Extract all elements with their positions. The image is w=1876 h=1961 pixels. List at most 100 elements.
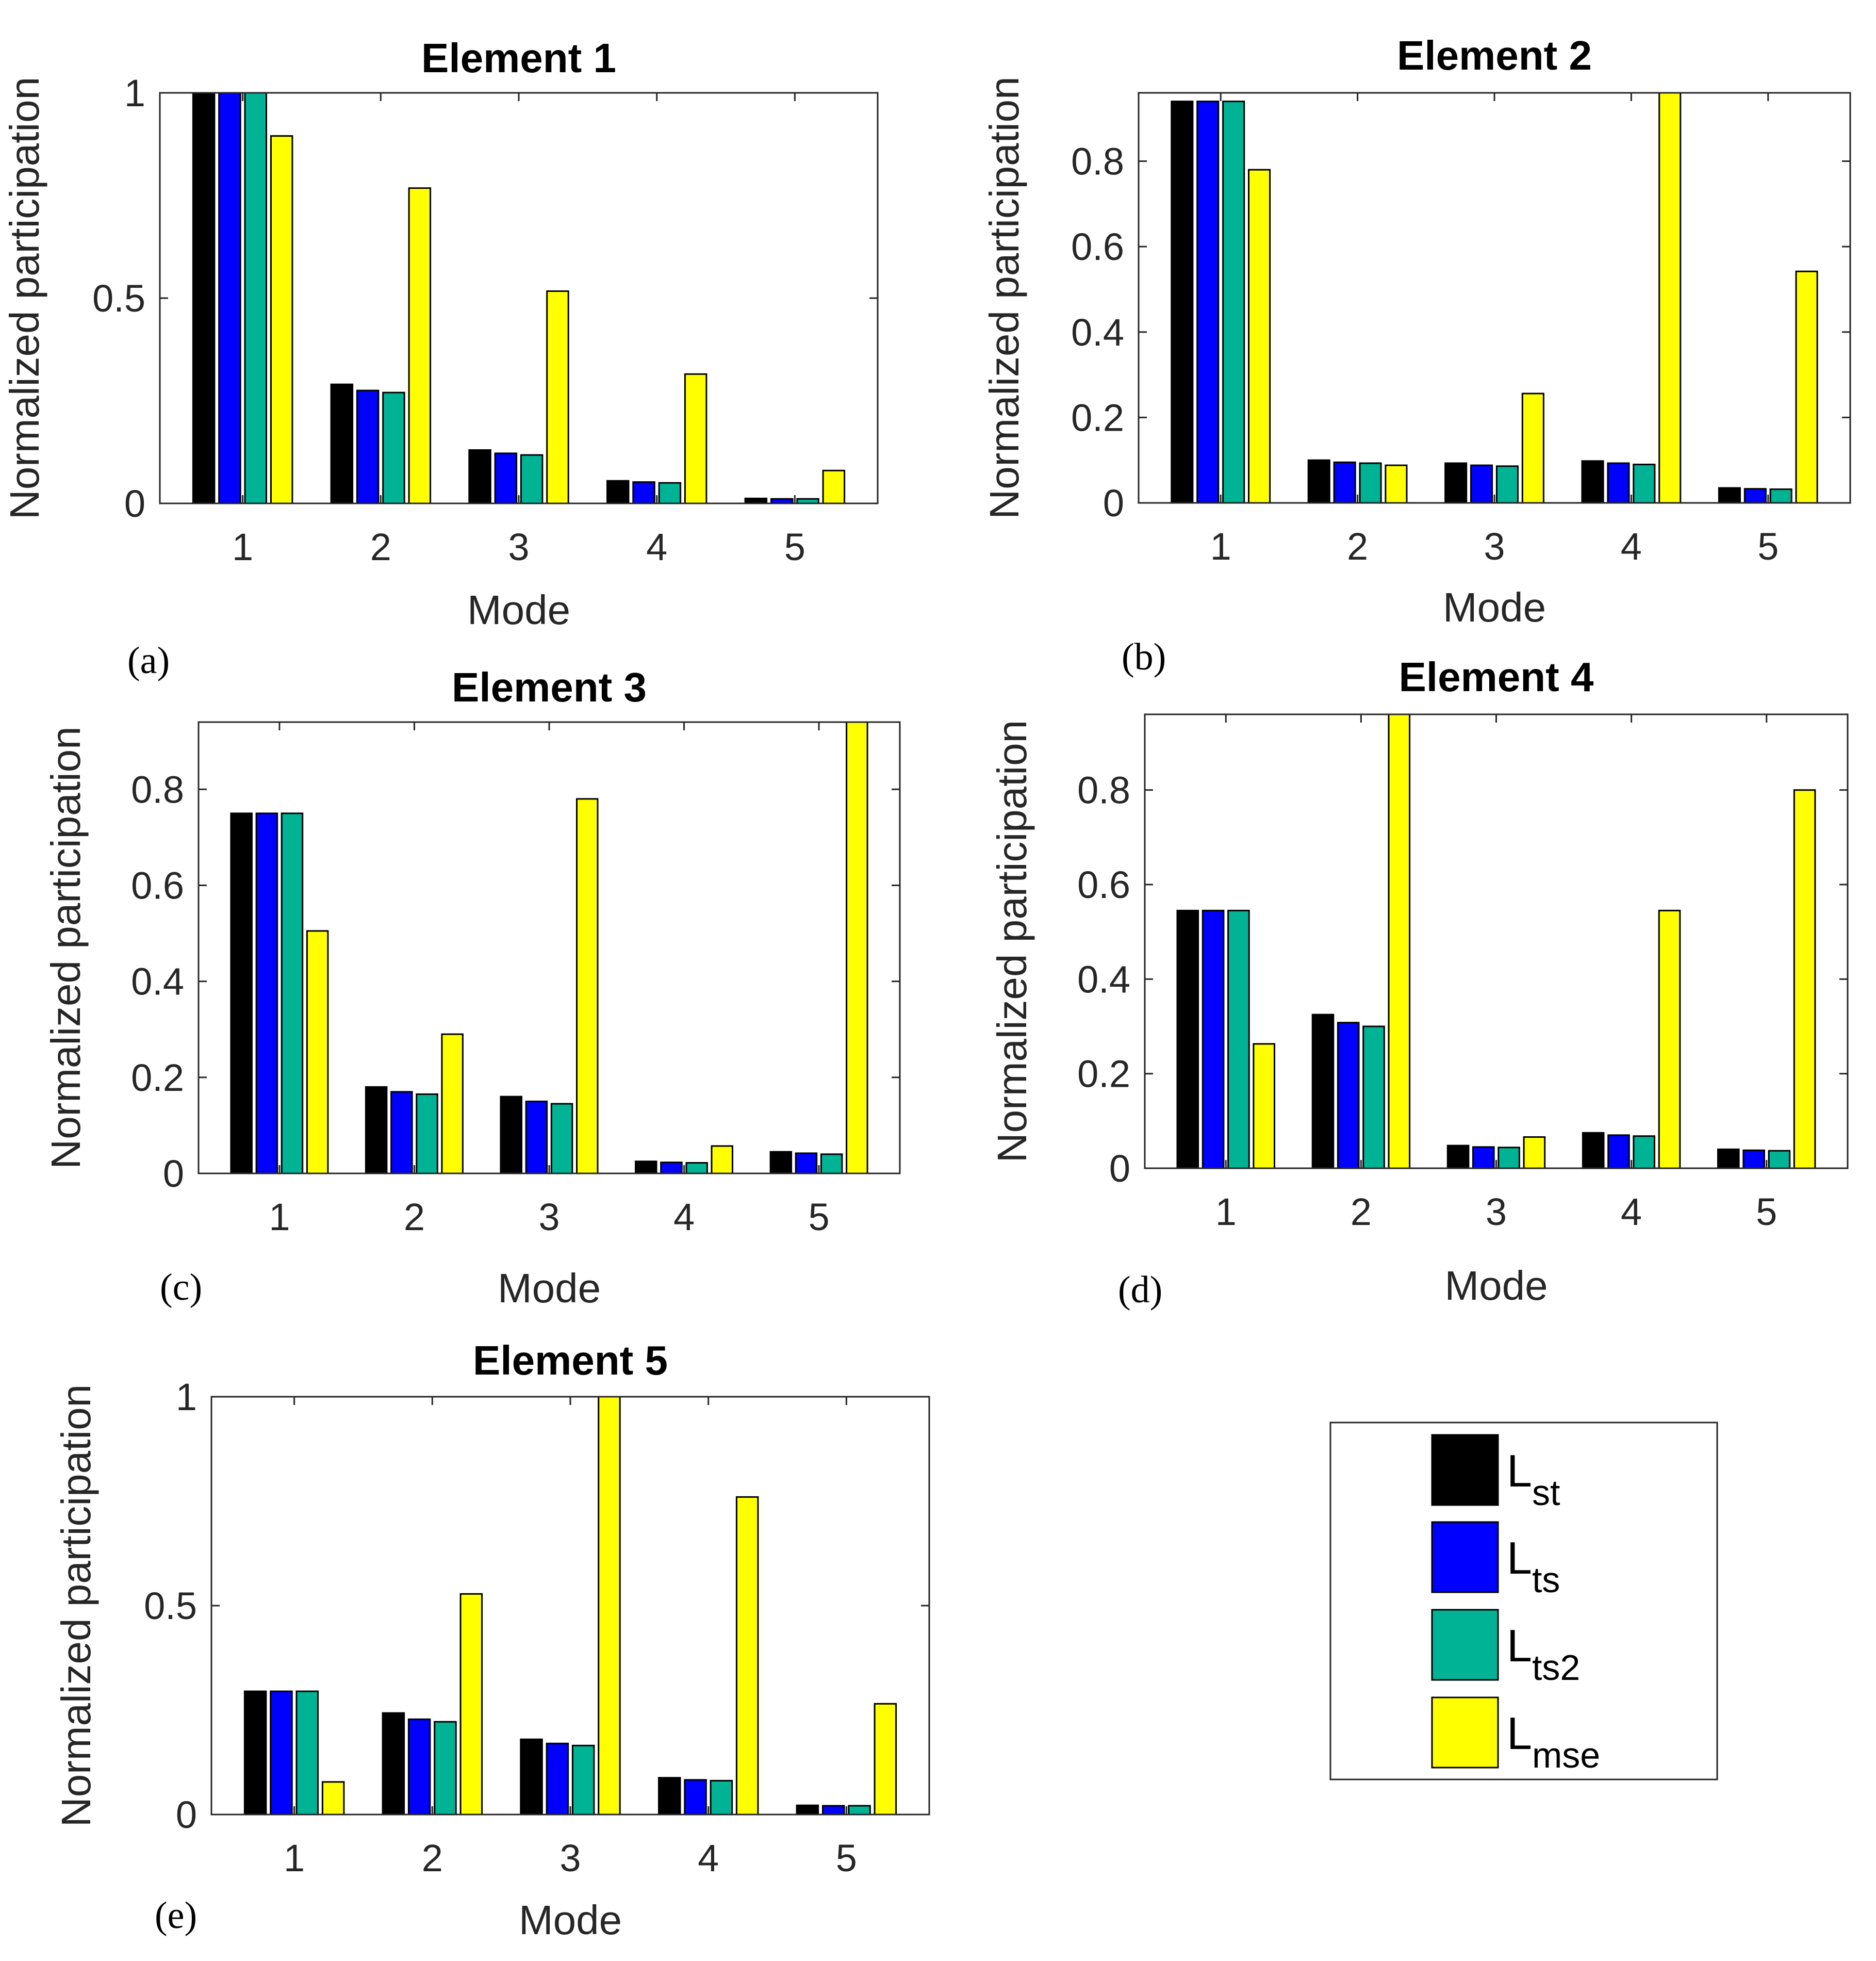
bar-L_ts2-mode-2	[1359, 462, 1382, 504]
y-tick-label: 0.4	[1071, 311, 1124, 354]
chart-title: Element 5	[473, 1337, 668, 1383]
y-tick-label: 0	[1109, 1147, 1130, 1190]
bar-L_mse-mode-2	[441, 1033, 464, 1174]
x-tick-label: 3	[1484, 525, 1505, 568]
bar-L_ts2-mode-1	[295, 1690, 319, 1816]
chart-panel-1: 0 0.5 1 1 2 3 4 5 Element 1 Mode Normalized partic…	[2, 35, 879, 682]
bar-L_ts-mode-2	[1337, 1022, 1360, 1169]
bar-L_ts-mode-4	[660, 1162, 683, 1174]
y-tick-label: 0	[176, 1793, 197, 1836]
bar-L_st-mode-3	[500, 1096, 522, 1174]
panel-label: (b)	[1122, 636, 1166, 678]
bar-L_st-mode-4	[635, 1161, 657, 1174]
x-tick-label: 4	[1621, 1190, 1642, 1233]
plot-area	[1139, 93, 1850, 503]
bar-L_st-mode-3	[520, 1738, 543, 1816]
bar-L_mse-mode-4	[711, 1145, 733, 1174]
x-axis-label: Mode	[498, 1265, 601, 1311]
legend-label-main: L	[1507, 1620, 1532, 1671]
legend-swatch-L_ts2	[1431, 1609, 1499, 1681]
bar-L_ts-mode-4	[1607, 1134, 1630, 1169]
x-tick-label: 2	[1351, 1190, 1372, 1233]
bar-L_ts2-mode-4	[1633, 464, 1656, 504]
y-axis-label: Normalized participation	[989, 720, 1035, 1163]
bar-L_mse-mode-5	[846, 721, 868, 1174]
bar-L_ts-mode-5	[795, 1152, 818, 1174]
bar-L_ts-mode-5	[1742, 1149, 1765, 1169]
bar-L_ts2-mode-2	[382, 391, 405, 504]
bar-L_ts2-mode-1	[244, 92, 267, 504]
bar-L_mse-mode-5	[1793, 789, 1816, 1169]
x-tick-label: 5	[1756, 1190, 1777, 1233]
panel-label: (c)	[160, 1266, 202, 1309]
y-tick-label: 0.2	[131, 1056, 184, 1099]
y-tick-label: 1	[176, 1376, 197, 1418]
bar-L_ts-mode-4	[684, 1779, 707, 1816]
bar-L_ts-mode-1	[1196, 101, 1220, 504]
bar-L_st-mode-5	[1718, 487, 1741, 504]
bar-L_ts-mode-5	[822, 1805, 845, 1816]
bar-L_ts2-mode-4	[710, 1779, 733, 1816]
bar-L_st-mode-2	[1311, 1014, 1335, 1169]
chart-panel-2: 0 0.2 0.4 0.6 0.8 1 2 3 4 5 Element 2 Mode Normalize…	[981, 32, 1851, 678]
bar-L_mse-mode-2	[1388, 713, 1411, 1169]
bar-L_st-mode-1	[1171, 101, 1194, 504]
bar-L_st-mode-4	[1581, 460, 1604, 504]
bar-L_ts2-mode-2	[1362, 1025, 1385, 1169]
plot-area	[211, 1397, 929, 1815]
bar-L_ts-mode-2	[407, 1718, 431, 1816]
chart-title: Element 3	[452, 664, 647, 710]
x-tick-label: 5	[1757, 525, 1779, 568]
y-tick-label: 1	[124, 72, 145, 115]
y-tick-label: 0.4	[1077, 958, 1130, 1001]
bar-L_ts-mode-3	[1470, 464, 1493, 504]
legend-label-L_st: Lst	[1507, 1445, 1560, 1513]
bar-L_ts2-mode-3	[571, 1744, 595, 1816]
bar-L_mse-mode-5	[822, 469, 846, 504]
bar-L_ts2-mode-5	[848, 1805, 871, 1816]
legend-label-L_mse: Lmse	[1507, 1708, 1600, 1775]
legend-box	[1329, 1421, 1718, 1780]
y-axis-label: Normalized participation	[981, 76, 1027, 519]
bar-L_st-mode-4	[658, 1777, 681, 1816]
bar-L_ts-mode-5	[1743, 488, 1767, 504]
x-tick-label: 1	[1210, 525, 1231, 568]
bar-L_mse-mode-4	[1658, 909, 1681, 1169]
bar-L_ts-mode-2	[356, 389, 380, 504]
bar-L_ts-mode-4	[1607, 462, 1630, 504]
y-tick-label: 0	[124, 482, 145, 525]
y-tick-label: 0.6	[131, 864, 184, 907]
bar-L_st-mode-4	[606, 480, 630, 504]
bar-L_mse-mode-3	[1521, 393, 1544, 504]
bar-L_mse-mode-3	[1523, 1136, 1546, 1169]
y-tick-label: 0.8	[131, 768, 184, 811]
bar-L_st-mode-1	[1176, 909, 1199, 1169]
chart-title: Element 1	[421, 35, 616, 81]
panel-label: (a)	[127, 640, 170, 682]
panel-label: (d)	[1118, 1269, 1162, 1311]
y-tick-label: 0.8	[1077, 769, 1130, 812]
bar-L_ts2-mode-5	[1768, 1150, 1791, 1169]
legend-label-sub: ts2	[1532, 1647, 1580, 1688]
x-tick-label: 2	[1347, 525, 1368, 568]
x-tick-label: 1	[284, 1837, 305, 1880]
bar-L_mse-mode-1	[1248, 169, 1271, 504]
bar-L_mse-mode-5	[1795, 270, 1818, 504]
bar-L_st-mode-2	[382, 1712, 405, 1816]
bar-L_ts2-mode-3	[520, 454, 544, 504]
bar-L_mse-mode-2	[408, 187, 432, 504]
bar-L_ts-mode-2	[390, 1091, 413, 1174]
x-tick-label: 2	[404, 1196, 425, 1238]
bar-L_st-mode-3	[1444, 462, 1468, 504]
bar-L_st-mode-5	[1717, 1148, 1740, 1169]
bar-L_mse-mode-1	[306, 930, 329, 1174]
plot-area	[1145, 714, 1848, 1168]
y-tick-label: 0.4	[131, 960, 184, 1003]
bar-L_mse-mode-1	[321, 1781, 345, 1816]
bar-L_ts2-mode-1	[1222, 101, 1245, 504]
bar-L_mse-mode-4	[684, 373, 707, 504]
bar-L_ts-mode-1	[218, 92, 241, 504]
bar-L_ts2-mode-5	[820, 1153, 843, 1174]
bar-L_st-mode-2	[1307, 459, 1330, 504]
